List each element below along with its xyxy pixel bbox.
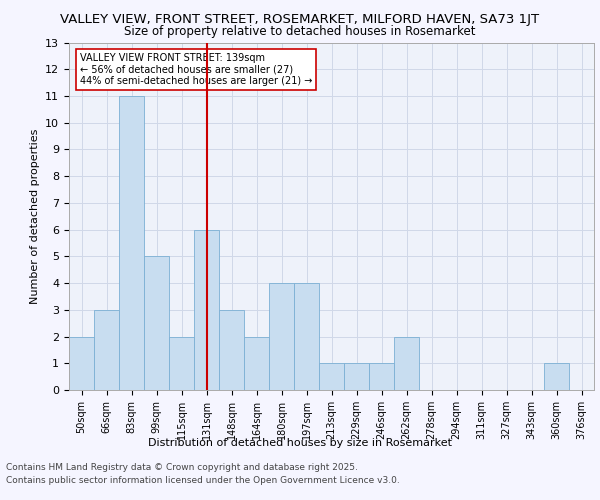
Bar (144, 256, 169, 390)
Bar (94, 310, 119, 390)
Bar (344, 364, 369, 390)
Bar (394, 336, 419, 390)
Bar (294, 283, 319, 390)
Text: Contains public sector information licensed under the Open Government Licence v3: Contains public sector information licen… (6, 476, 400, 485)
Bar (544, 364, 569, 390)
Text: VALLEY VIEW FRONT STREET: 139sqm
← 56% of detached houses are smaller (27)
44% o: VALLEY VIEW FRONT STREET: 139sqm ← 56% o… (79, 53, 312, 86)
Text: VALLEY VIEW, FRONT STREET, ROSEMARKET, MILFORD HAVEN, SA73 1JT: VALLEY VIEW, FRONT STREET, ROSEMARKET, M… (61, 12, 539, 26)
Text: Size of property relative to detached houses in Rosemarket: Size of property relative to detached ho… (124, 25, 476, 38)
Text: Contains HM Land Registry data © Crown copyright and database right 2025.: Contains HM Land Registry data © Crown c… (6, 464, 358, 472)
Text: Distribution of detached houses by size in Rosemarket: Distribution of detached houses by size … (148, 438, 452, 448)
Y-axis label: Number of detached properties: Number of detached properties (29, 128, 40, 304)
Bar (369, 364, 394, 390)
Bar (219, 310, 244, 390)
Bar (119, 96, 144, 390)
Bar (244, 336, 269, 390)
Bar (194, 230, 219, 390)
Bar (169, 336, 194, 390)
Bar (69, 336, 94, 390)
Bar (319, 364, 344, 390)
Bar (269, 283, 294, 390)
